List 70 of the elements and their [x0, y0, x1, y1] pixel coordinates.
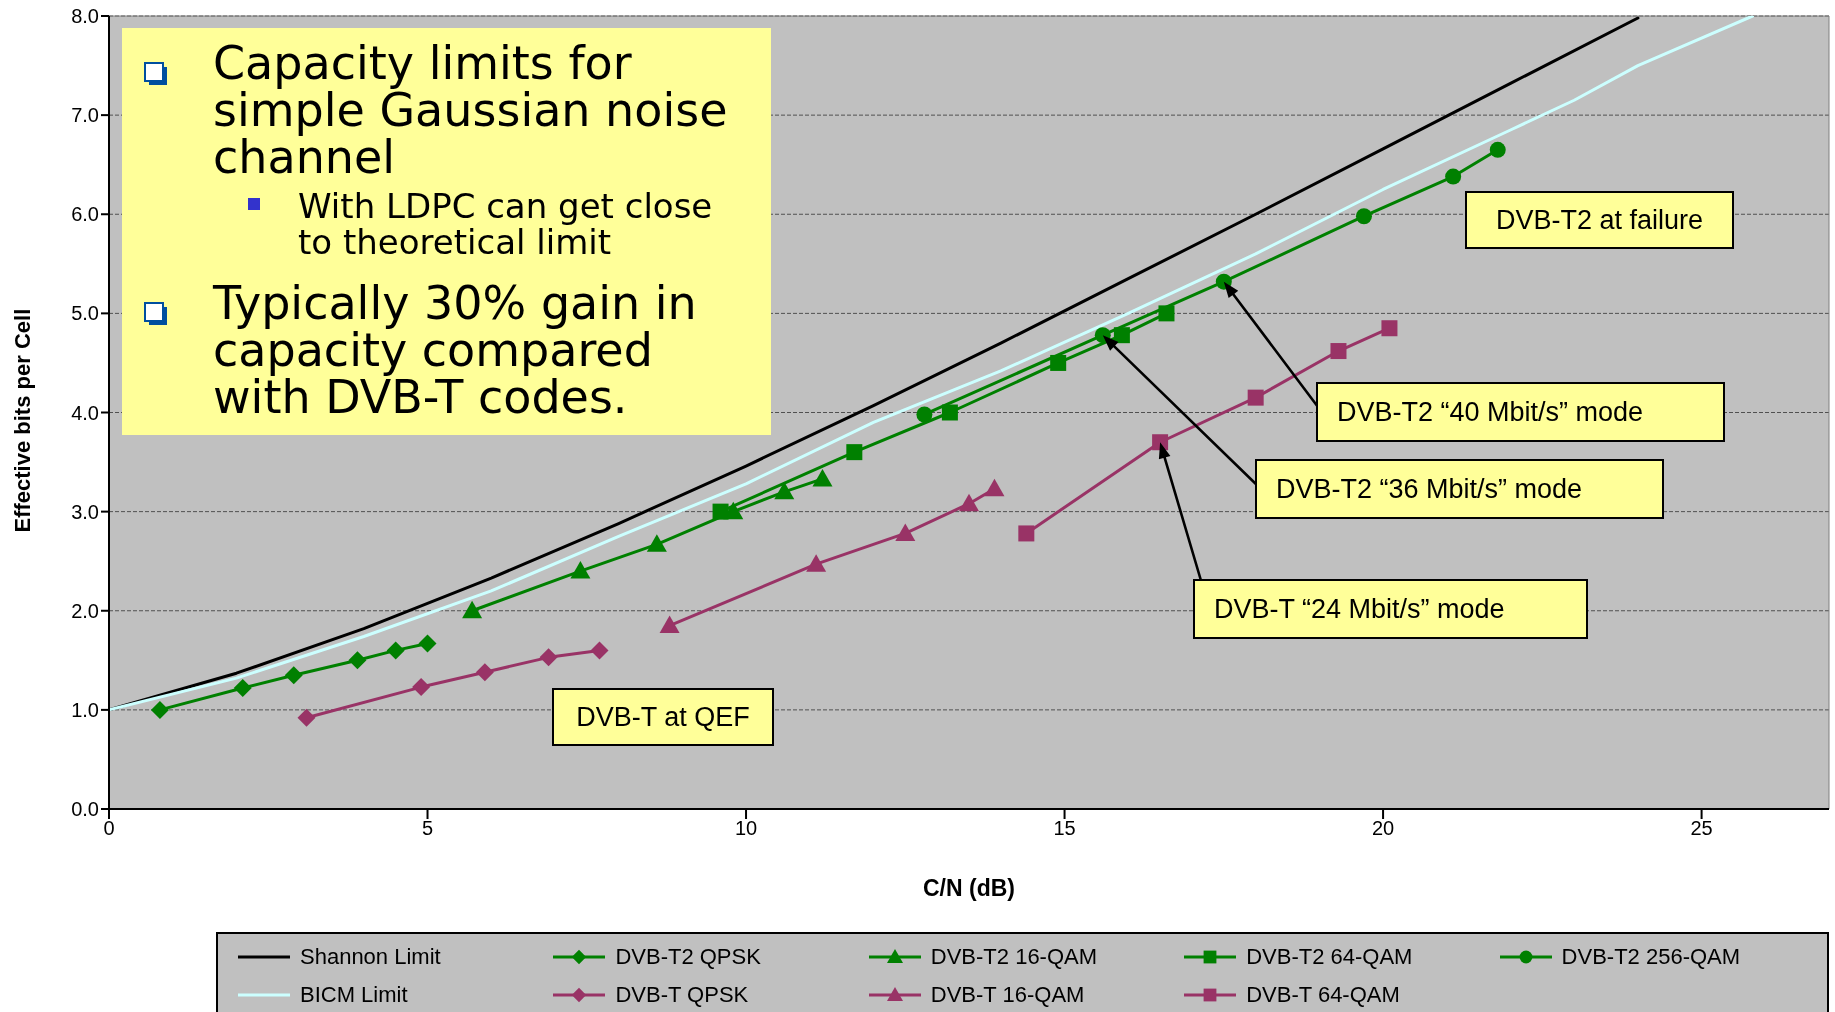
legend-label: DVB-T2 QPSK: [615, 944, 761, 970]
point: [233, 679, 252, 698]
y-tick-label: 4.0: [71, 401, 99, 424]
point: [646, 534, 667, 552]
annotation: Capacity limits for simple Gaussian noise channel: [213, 36, 729, 184]
point: [659, 615, 680, 634]
point: [846, 444, 863, 461]
point: [895, 523, 916, 541]
point: [1355, 208, 1372, 225]
point: [570, 561, 591, 579]
point: [806, 554, 827, 572]
point: [712, 503, 729, 520]
point: [1152, 434, 1169, 451]
point: [916, 406, 933, 423]
point: [1247, 389, 1264, 406]
y-tick-label: 6.0: [71, 203, 99, 226]
point: [941, 404, 958, 421]
y-axis-title: Effective bits per Cell: [9, 308, 35, 533]
x-tick-label: 0: [103, 817, 115, 840]
point: [1158, 305, 1175, 322]
point: [984, 478, 1005, 497]
y-tick-label: 3.0: [71, 500, 99, 523]
y-tick-label: 7.0: [71, 104, 99, 127]
point: [1113, 327, 1130, 344]
y-tick-label: 8.0: [71, 5, 99, 28]
point: [959, 493, 979, 512]
point: [386, 641, 405, 660]
annotation: DVB-T “24 Mbit/s” mode: [1214, 594, 1505, 624]
point: [284, 666, 303, 685]
point: [1330, 343, 1347, 360]
point: [590, 641, 609, 660]
text-box: DVB-T2 at failure: [1465, 191, 1734, 249]
x-axis-title: C/N (dB): [923, 875, 1015, 901]
y-tick-label: 5.0: [71, 302, 99, 325]
text-box: DVB-T at QEF: [552, 688, 774, 746]
legend-label: BICM Limit: [300, 982, 408, 1008]
point: [1489, 141, 1506, 158]
x-tick-label: 20: [1371, 817, 1395, 840]
annotation: With LDPC can get close to theoretical limit: [298, 186, 714, 262]
point: [475, 663, 494, 682]
point: [539, 648, 558, 667]
legend-label: DVB-T2 16-QAM: [930, 944, 1098, 970]
point: [418, 634, 437, 653]
point: [297, 708, 316, 727]
point: [348, 651, 367, 670]
y-tick-label: 0.0: [71, 798, 99, 821]
legend-label: DVB-T2 256-QAM: [1561, 944, 1741, 970]
point: [1018, 525, 1035, 542]
legend-label: DVB-T QPSK: [615, 982, 749, 1008]
x-tick-label: 25: [1690, 817, 1713, 840]
point: [1445, 168, 1462, 185]
legend-label: DVB-T 16-QAM: [930, 982, 1085, 1008]
x-tick-label: 5: [421, 817, 434, 840]
point: [812, 468, 833, 487]
annotation: Typically 30% gain in capacity compared with DVB-T codes.: [213, 276, 698, 424]
point: [462, 600, 483, 619]
point: [774, 481, 795, 500]
annotation: DVB-T2 “40 Mbit/s” mode: [1337, 397, 1644, 427]
legend-label: DVB-T 64-QAM: [1246, 982, 1400, 1008]
point: [1381, 320, 1398, 337]
point: [150, 700, 169, 719]
annotation: DVB-T2 “36 Mbit/s” mode: [1276, 474, 1583, 504]
point: [1050, 354, 1067, 371]
y-tick-label: 2.0: [71, 599, 99, 622]
y-tick-label: 1.0: [71, 698, 99, 721]
legend-label: Shannon Limit: [300, 944, 441, 970]
x-tick-label: 10: [734, 817, 758, 840]
legend-label: DVB-T2 64-QAM: [1246, 944, 1413, 970]
point: [412, 678, 431, 697]
x-tick-label: 15: [1053, 817, 1076, 840]
